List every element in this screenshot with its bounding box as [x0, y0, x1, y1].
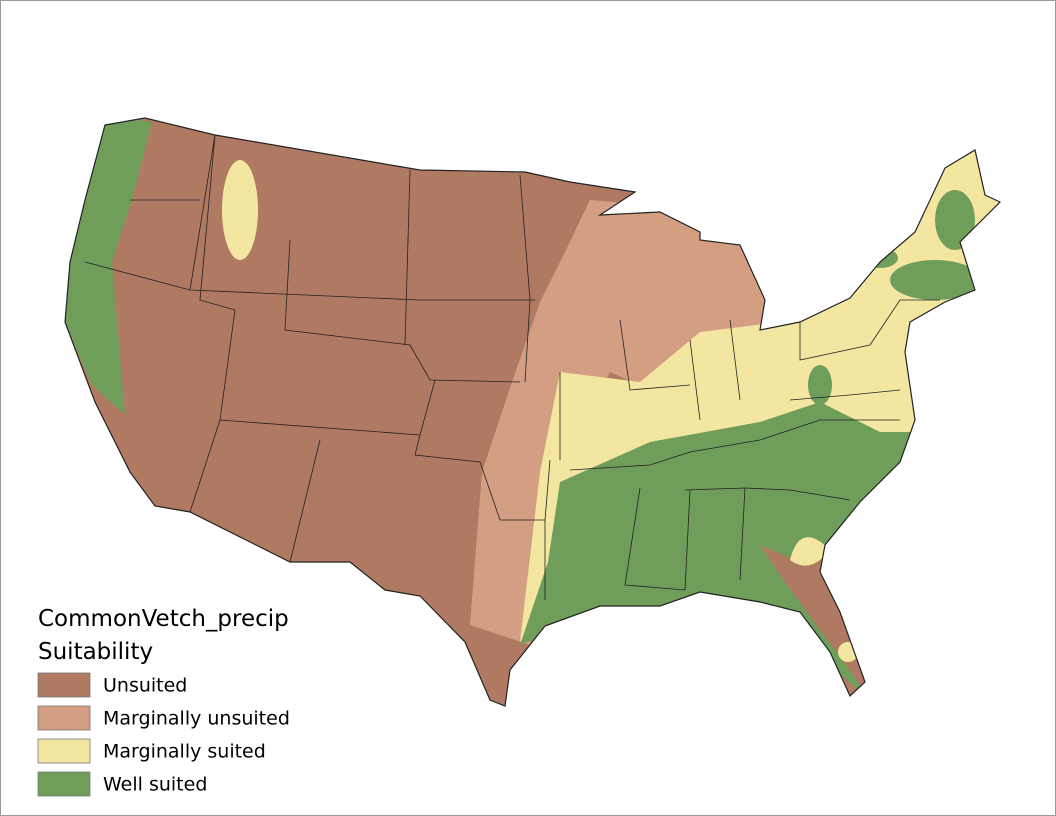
legend: Unsuited Marginally unsuited Marginally su… [37, 672, 290, 797]
legend-label: Marginally unsuited [103, 708, 290, 730]
state-lines [84, 134, 940, 600]
zone-well-suited [520, 402, 925, 705]
zone-well-suited [890, 260, 980, 300]
legend-title: CommonVetch_precip [38, 606, 289, 632]
legend-title: Suitability [38, 639, 153, 665]
zone-well-suited [65, 118, 152, 415]
zone-well-suited [935, 190, 975, 250]
legend-swatch [37, 705, 91, 731]
legend-swatch [37, 771, 91, 797]
legend-label: Marginally suited [103, 741, 266, 763]
zone-marginally-suited [520, 148, 1000, 642]
legend-swatch [37, 672, 91, 698]
zone-marginally-suited [790, 537, 830, 566]
legend-swatch [37, 738, 91, 764]
zone-marginally-unsuited [470, 200, 775, 645]
legend-label: Well suited [103, 774, 207, 796]
zone-well-suited [808, 365, 832, 405]
legend-label: Unsuited [103, 675, 187, 697]
zone-marginally-suited [222, 160, 258, 260]
